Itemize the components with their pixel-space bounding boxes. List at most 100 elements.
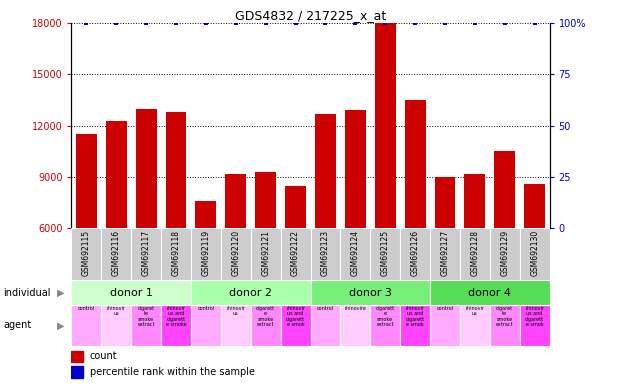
Bar (460, 305, 490, 346)
Point (111, 20, 121, 26)
Text: individual: individual (3, 288, 50, 298)
Text: donor 4: donor 4 (468, 288, 511, 298)
Bar (76, 134, 97, 331)
Text: cigarett
e
smoke
extract: cigarett e smoke extract (376, 306, 395, 327)
Text: donor 1: donor 1 (110, 288, 153, 298)
Text: GSM692115: GSM692115 (82, 230, 91, 276)
Point (320, 20, 330, 26)
Bar (281, 228, 310, 280)
Bar (435, 177, 455, 331)
Bar (400, 305, 430, 346)
Bar (71, 280, 191, 305)
Point (410, 20, 420, 26)
Text: GSM692120: GSM692120 (231, 230, 240, 276)
Text: GSM692121: GSM692121 (261, 230, 270, 276)
Text: rhinovir
us and
cigarett
e smok: rhinovir us and cigarett e smok (406, 306, 425, 327)
Bar (310, 305, 340, 346)
Bar (71, 366, 83, 377)
Text: control: control (78, 306, 95, 311)
Point (350, 20, 360, 26)
Text: ▶: ▶ (57, 320, 64, 331)
Bar (191, 305, 221, 346)
Text: rhinovire: rhinovire (345, 306, 366, 311)
Text: cigaret
te
smoke
extract: cigaret te smoke extract (137, 306, 155, 327)
Bar (465, 174, 486, 331)
Bar (340, 305, 370, 346)
Point (500, 20, 510, 26)
Text: GSM692125: GSM692125 (381, 230, 390, 276)
Text: GSM692117: GSM692117 (142, 230, 151, 276)
Text: rhinovir
us and
cigarett
e smoke: rhinovir us and cigarett e smoke (166, 306, 186, 327)
Text: GSM692126: GSM692126 (410, 230, 420, 276)
Point (470, 20, 480, 26)
Point (380, 20, 390, 26)
Bar (225, 174, 247, 331)
Text: cigaret
te
smoke
extract: cigaret te smoke extract (496, 306, 514, 327)
Bar (520, 305, 550, 346)
Bar (430, 305, 460, 346)
Text: rhinovir
us: rhinovir us (226, 306, 245, 316)
Text: GSM692118: GSM692118 (171, 230, 181, 276)
Bar (405, 100, 425, 331)
Point (201, 20, 211, 26)
Point (261, 20, 271, 26)
Bar (370, 228, 400, 280)
Bar (430, 228, 460, 280)
Bar (430, 280, 550, 305)
Text: rhinovir
us: rhinovir us (465, 306, 484, 316)
Text: GSM692116: GSM692116 (112, 230, 120, 276)
Text: agent: agent (3, 320, 31, 331)
Bar (524, 184, 545, 331)
Bar (494, 151, 515, 331)
Text: GSM692130: GSM692130 (530, 230, 539, 276)
Bar (340, 228, 370, 280)
Bar (131, 305, 161, 346)
Text: rhinovir
us and
cigarett
e smok: rhinovir us and cigarett e smok (286, 306, 305, 327)
Point (171, 20, 181, 26)
Point (231, 20, 241, 26)
Text: donor 2: donor 2 (229, 288, 272, 298)
Bar (221, 305, 251, 346)
Bar (345, 110, 366, 331)
Text: GSM692123: GSM692123 (321, 230, 330, 276)
Bar (255, 172, 276, 331)
Bar (135, 109, 156, 331)
Bar (310, 228, 340, 280)
Bar (490, 228, 520, 280)
Bar (285, 186, 306, 331)
Bar (460, 228, 490, 280)
Bar (315, 114, 336, 331)
Text: GSM692122: GSM692122 (291, 230, 300, 276)
Point (141, 20, 151, 26)
Bar (161, 305, 191, 346)
Bar (310, 280, 430, 305)
Text: GSM692119: GSM692119 (201, 230, 211, 276)
Text: GSM692124: GSM692124 (351, 230, 360, 276)
Point (81, 20, 91, 26)
Bar (101, 305, 131, 346)
Text: ▶: ▶ (57, 288, 64, 298)
Text: control: control (317, 306, 334, 311)
Title: GDS4832 / 217225_x_at: GDS4832 / 217225_x_at (235, 9, 386, 22)
Bar (106, 121, 127, 331)
Bar (101, 228, 131, 280)
Text: GSM692127: GSM692127 (440, 230, 450, 276)
Point (291, 20, 301, 26)
Point (530, 20, 540, 26)
Bar (71, 305, 101, 346)
Bar (166, 112, 186, 331)
Bar (196, 201, 216, 331)
Bar (251, 305, 281, 346)
Text: GSM692128: GSM692128 (470, 230, 479, 276)
Bar (400, 228, 430, 280)
Text: count: count (89, 351, 117, 361)
Text: cigarett
e
smoke
extract: cigarett e smoke extract (256, 306, 275, 327)
Bar (374, 23, 396, 331)
Bar (131, 228, 161, 280)
Text: percentile rank within the sample: percentile rank within the sample (89, 367, 255, 377)
Bar (71, 228, 101, 280)
Text: control: control (197, 306, 214, 311)
Bar (191, 280, 310, 305)
Text: GSM692129: GSM692129 (501, 230, 509, 276)
Text: rhinovir
us: rhinovir us (107, 306, 125, 316)
